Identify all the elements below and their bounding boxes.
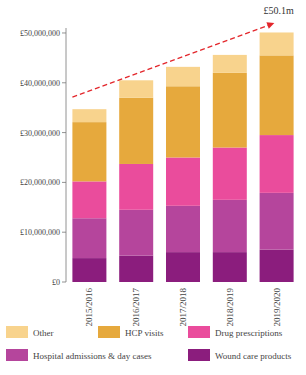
- bar-segment: [72, 122, 106, 181]
- bar-segment: [213, 73, 247, 148]
- bar-segment: [260, 55, 294, 135]
- y-tick: [62, 282, 66, 283]
- bar-segment: [260, 32, 294, 55]
- x-tick-label: 2018/2019: [225, 288, 235, 327]
- legend-label: Drug prescriptions: [215, 328, 283, 338]
- bar-segment: [119, 80, 153, 97]
- x-tick-label: 2016/2017: [131, 288, 141, 327]
- bar-segment: [166, 67, 200, 86]
- bar-segment: [119, 256, 153, 282]
- bar-segment: [119, 164, 153, 210]
- bar-segment: [72, 109, 106, 122]
- bar-segment: [72, 218, 106, 258]
- y-axis: [66, 28, 67, 282]
- bar-segment: [72, 258, 106, 282]
- bar-segment: [260, 193, 294, 250]
- bar-segment: [213, 148, 247, 200]
- y-tick-label: £50,000,000: [20, 29, 60, 38]
- y-tick-label: £10,000,000: [20, 228, 60, 237]
- x-tick-label: 2015/2016: [84, 288, 94, 327]
- legend-swatch: [6, 326, 28, 338]
- legend-label: HCP visits: [125, 328, 164, 338]
- trend-arrow-head: [266, 22, 274, 29]
- legend-label: Other: [33, 328, 54, 338]
- legend-swatch: [188, 326, 210, 338]
- x-tick-label: 2019/2020: [272, 288, 282, 327]
- legend-swatch: [6, 349, 28, 361]
- y-tick-label: £40,000,000: [20, 79, 60, 88]
- bar-segment: [213, 55, 247, 73]
- bar-segment: [166, 206, 200, 252]
- bar-segment: [119, 210, 153, 256]
- bars: [72, 32, 293, 282]
- bar-segment: [119, 98, 153, 164]
- legend-swatch: [188, 349, 210, 361]
- bar-segment: [213, 252, 247, 282]
- y-tick-label: £20,000,000: [20, 178, 60, 187]
- y-tick-label: £30,000,000: [20, 129, 60, 138]
- chart: £0 £10,000,000 £20,000,000 £30,000,000 £40,0…: [0, 0, 306, 375]
- bar-segment: [166, 252, 200, 282]
- y-tick: [62, 82, 66, 83]
- bar-segment: [166, 86, 200, 157]
- bar-segment: [72, 181, 106, 218]
- trend-arrow: [72, 24, 270, 97]
- bar-segment: [260, 135, 294, 193]
- y-tick: [62, 232, 66, 233]
- legend-label: Hospital admissions & day cases: [33, 351, 152, 361]
- y-tick: [62, 182, 66, 183]
- bar-segment: [260, 250, 294, 282]
- y-tick: [62, 132, 66, 133]
- legend-swatch: [98, 326, 120, 338]
- y-tick-label: £0: [52, 278, 60, 287]
- y-tick: [62, 32, 66, 33]
- bar-segment: [213, 200, 247, 252]
- legend-label: Wound care products: [215, 351, 292, 361]
- annotation: £50.1m: [263, 5, 294, 16]
- x-tick-label: 2017/2018: [178, 288, 188, 327]
- bar-segment: [166, 157, 200, 205]
